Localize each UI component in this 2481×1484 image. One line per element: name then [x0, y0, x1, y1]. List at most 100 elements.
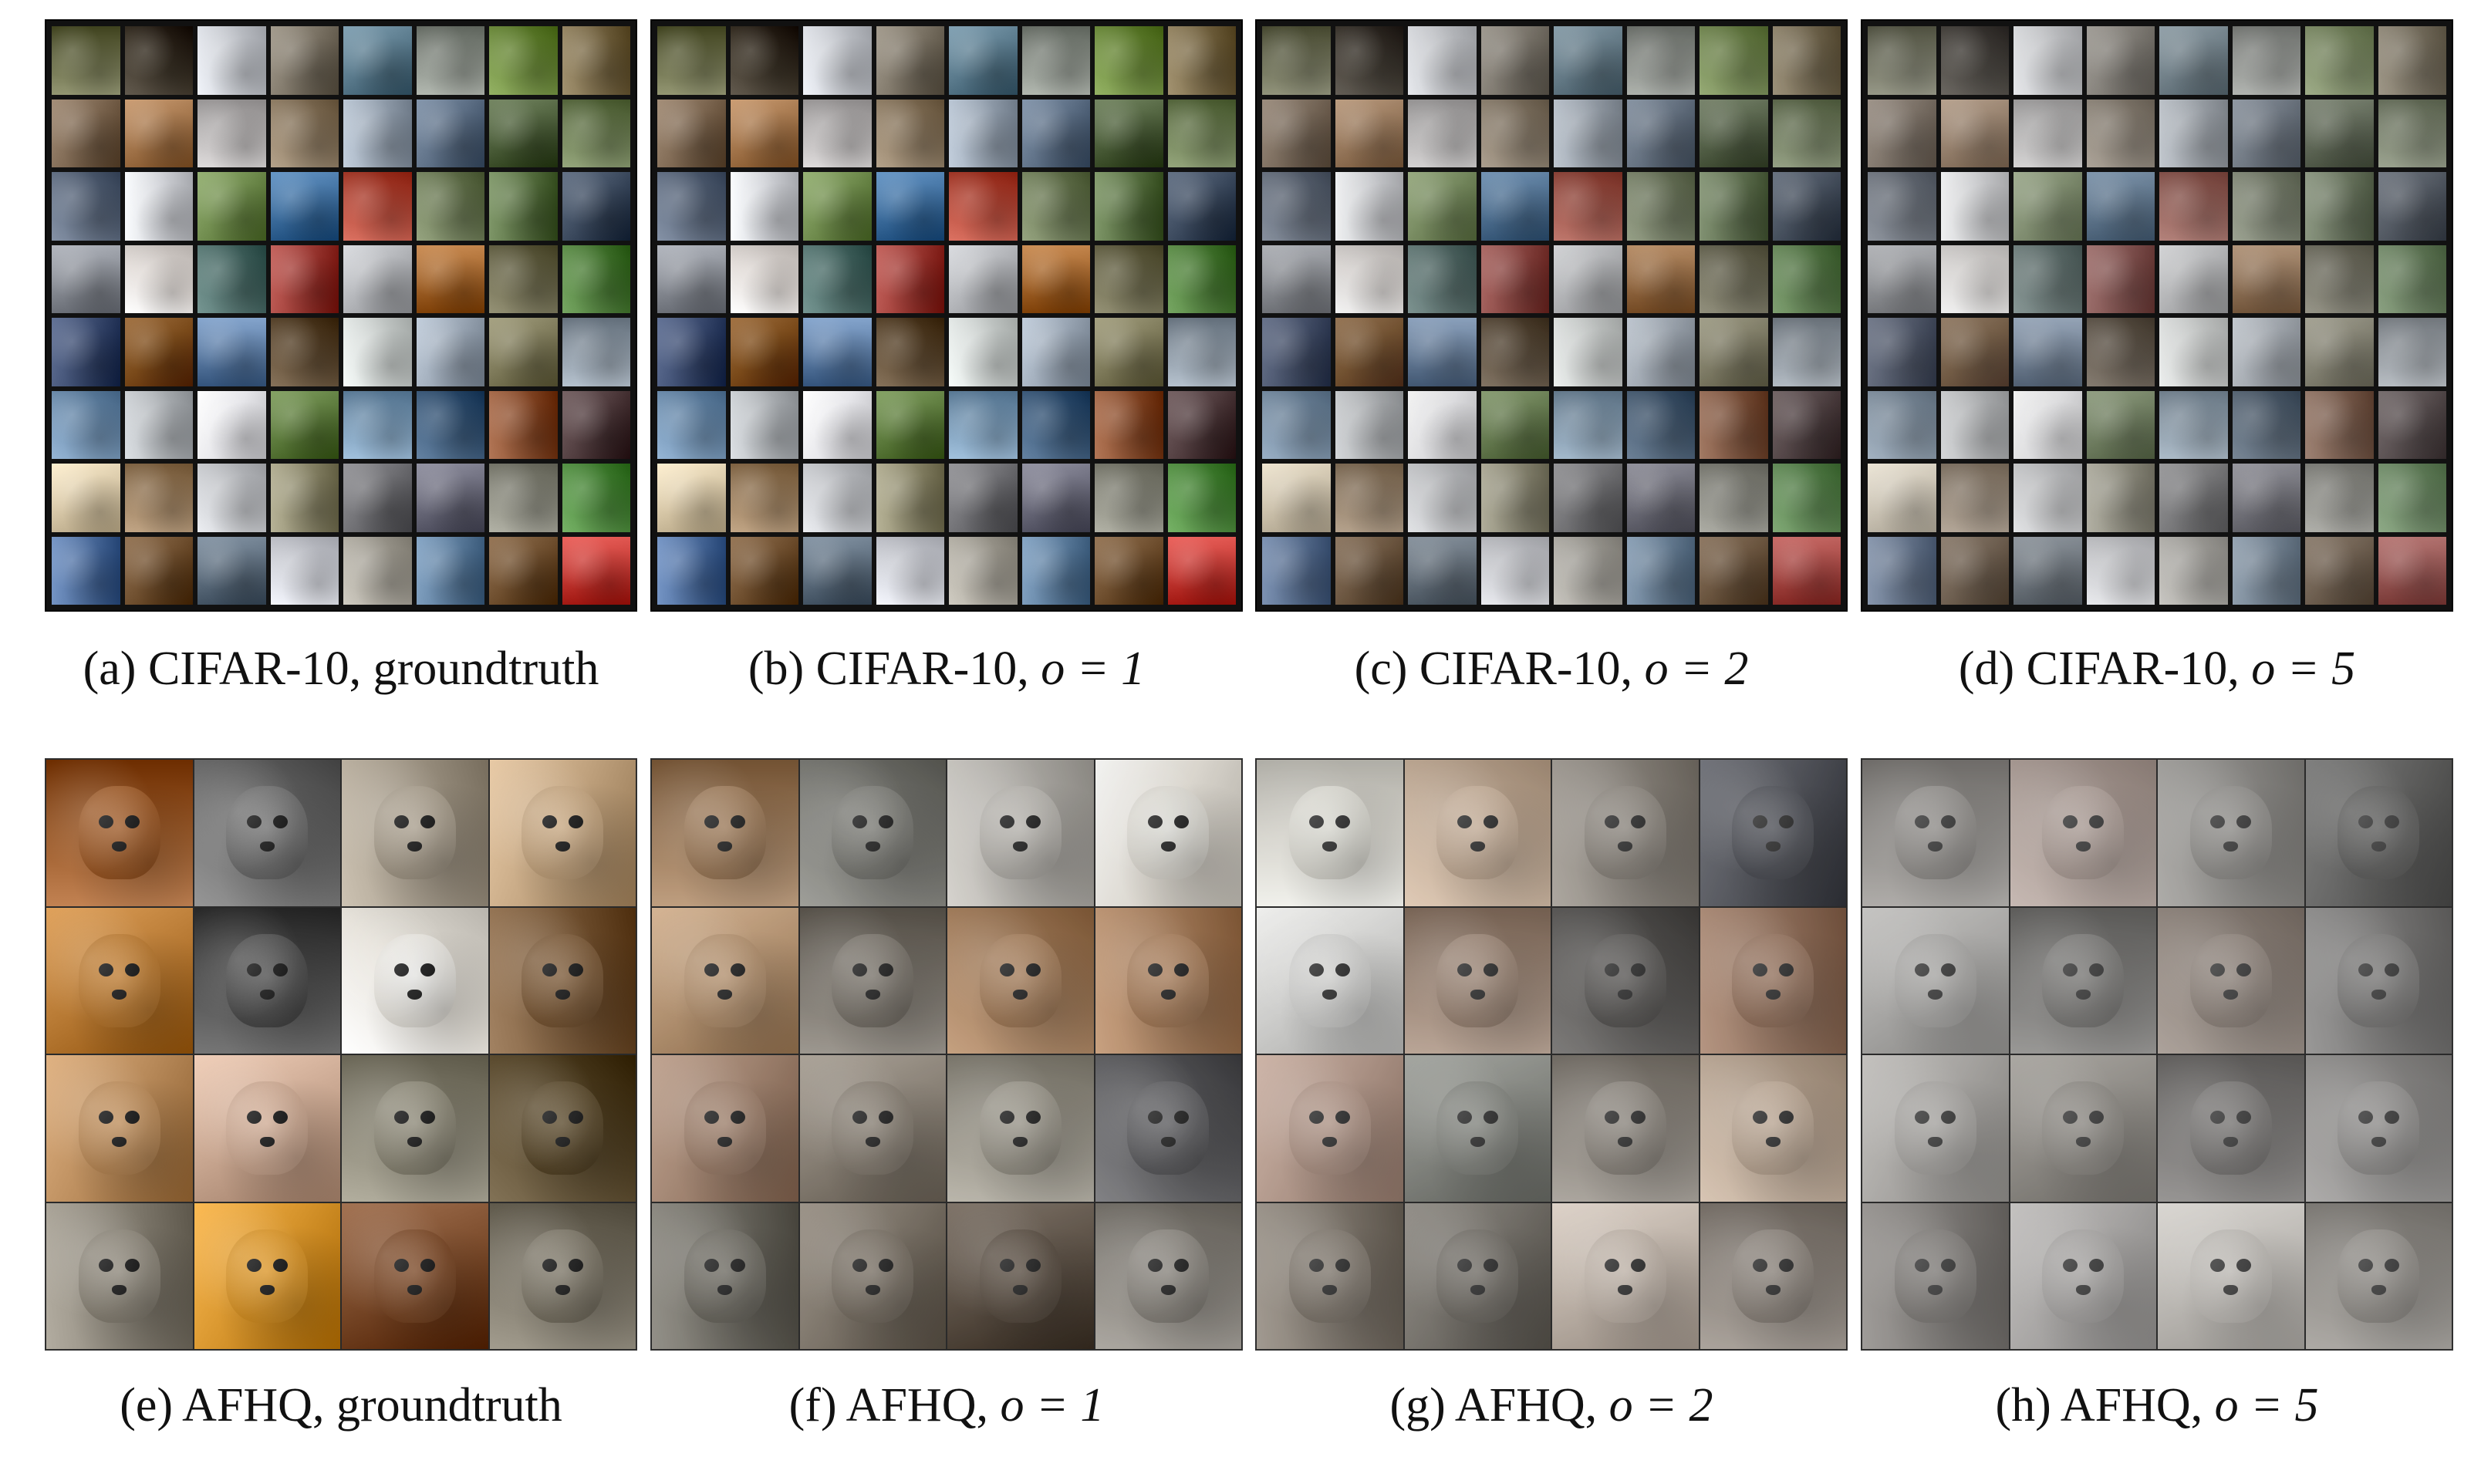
cifar-sample-image — [124, 172, 193, 241]
afhq-sample-image — [489, 760, 636, 906]
animal-eye — [2088, 1111, 2104, 1125]
cifar-sample-image — [1554, 172, 1622, 241]
animal-eye — [394, 1258, 410, 1272]
afhq-sample-image — [1862, 1202, 2009, 1349]
animal-face — [684, 1081, 766, 1175]
animal-nose — [1013, 1284, 1028, 1295]
animal-nose — [1470, 841, 1485, 852]
cifar-sample-image — [124, 390, 193, 459]
cifar-sample-image — [1021, 464, 1090, 532]
animal-nose — [2223, 989, 2239, 1000]
cifar-sample-image — [1940, 536, 2009, 605]
cifar-sample-image — [2086, 99, 2155, 167]
cifar-sample-image — [2232, 245, 2300, 313]
cifar-sample-image — [2086, 464, 2155, 532]
cifar-sample-image — [1700, 99, 1768, 167]
panel-b — [650, 19, 1243, 612]
cifar-sample-image — [2159, 536, 2228, 605]
animal-eye — [1778, 1111, 1794, 1125]
animal-nose — [1013, 841, 1028, 852]
cifar-sample-image — [1408, 464, 1477, 532]
cifar-sample-image — [562, 99, 630, 167]
cifar-sample-image — [730, 245, 798, 313]
cifar-sample-image — [2378, 464, 2446, 532]
caption-c-prefix: (c) CIFAR-10, — [1354, 643, 1633, 695]
animal-face — [373, 933, 456, 1027]
animal-nose — [1160, 1284, 1176, 1295]
cifar-sample-image — [949, 26, 1018, 95]
caption-b-prefix: (b) CIFAR-10, — [748, 643, 1029, 695]
caption-c-math: o = 2 — [1644, 643, 1749, 695]
animal-eye — [420, 1258, 436, 1272]
caption-f: (f) AFHQ, o = 1 — [650, 1378, 1243, 1433]
afhq-sample-image — [1257, 1202, 1403, 1349]
animal-eye — [1915, 1111, 1930, 1125]
animal-eye — [1483, 1111, 1498, 1125]
animal-eye — [1778, 815, 1794, 829]
animal-nose — [1618, 989, 1633, 1000]
cifar-sample-image — [1868, 318, 1936, 386]
cifar-sample-image — [343, 464, 412, 532]
cifar-sample-image — [270, 99, 339, 167]
cifar-sample-image — [416, 390, 484, 459]
afhq-sample-image — [799, 907, 946, 1054]
cifar-sample-image — [1095, 536, 1163, 605]
cifar-sample-image — [1554, 245, 1622, 313]
cifar-sample-image — [1940, 318, 2009, 386]
cifar-sample-image — [2232, 318, 2300, 386]
animal-eye — [99, 1111, 114, 1125]
afhq-sample-image — [2158, 907, 2304, 1054]
caption-a: (a) CIFAR-10, groundtruth — [45, 642, 637, 696]
animal-eye — [1173, 1258, 1189, 1272]
afhq-sample-image — [489, 907, 636, 1054]
animal-eye — [852, 1111, 867, 1125]
cifar-sample-image — [657, 390, 726, 459]
animal-face — [832, 786, 914, 880]
cifar-sample-image — [2305, 464, 2374, 532]
cifar-sample-image — [197, 26, 266, 95]
animal-face — [1584, 933, 1666, 1027]
animal-nose — [112, 989, 127, 1000]
animal-face — [684, 933, 766, 1027]
afhq-sample-image — [1404, 1055, 1551, 1202]
cifar-sample-image — [2159, 464, 2228, 532]
animal-face — [226, 1081, 309, 1175]
animal-face — [2042, 1081, 2125, 1175]
cifar-sample-image — [270, 172, 339, 241]
cifar-sample-image — [1262, 99, 1331, 167]
animal-face — [979, 786, 1062, 880]
cifar-sample-image — [1480, 318, 1549, 386]
animal-face — [1288, 933, 1371, 1027]
animal-eye — [1000, 815, 1015, 829]
animal-eye — [125, 815, 140, 829]
cifar-sample-image — [2378, 390, 2446, 459]
cifar-sample-image — [730, 172, 798, 241]
cifar-sample-image — [657, 536, 726, 605]
cifar-sample-image — [803, 99, 872, 167]
animal-nose — [1013, 989, 1028, 1000]
cifar-sample-image — [2086, 245, 2155, 313]
cifar-sample-image — [2232, 390, 2300, 459]
cifar-sample-image — [1868, 464, 1936, 532]
animal-nose — [1928, 1284, 1943, 1295]
cifar-sample-image — [416, 536, 484, 605]
animal-face — [1584, 786, 1666, 880]
cifar-sample-image — [1868, 172, 1936, 241]
animal-nose — [259, 1284, 275, 1295]
panel-a — [45, 19, 637, 612]
caption-b-math: o = 1 — [1041, 643, 1146, 695]
cifar-sample-image — [657, 318, 726, 386]
cifar-sample-image — [2086, 390, 2155, 459]
cifar-sample-image — [803, 536, 872, 605]
cifar-sample-image — [1700, 172, 1768, 241]
caption-h-prefix: (h) AFHQ, — [1995, 1379, 2203, 1432]
afhq-sample-image — [46, 760, 193, 906]
caption-d-prefix: (d) CIFAR-10, — [1958, 643, 2240, 695]
animal-eye — [1309, 815, 1325, 829]
cifar-sample-image — [876, 99, 944, 167]
cifar-sample-image — [2305, 318, 2374, 386]
animal-eye — [2384, 963, 2399, 976]
cifar-sample-image — [2378, 99, 2446, 167]
cifar-sample-image — [1554, 390, 1622, 459]
afhq-sample-image — [194, 1202, 340, 1349]
